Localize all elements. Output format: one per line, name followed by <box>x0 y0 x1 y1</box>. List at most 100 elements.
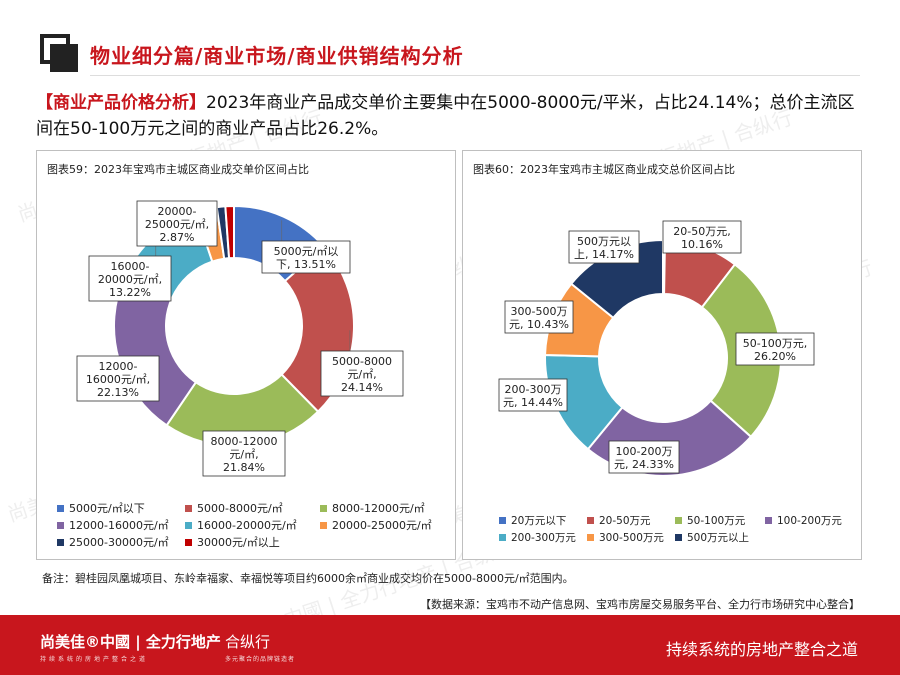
slice-label-text: 2.87% <box>160 231 195 244</box>
slice-label-text: 24.14% <box>341 381 383 394</box>
slice-label: 20000-25000元/㎡,2.87% <box>136 200 218 247</box>
chart-title: 图表60：2023年宝鸡市主城区商业成交总价区间占比 <box>473 163 735 176</box>
legend-label: 500万元以上 <box>687 532 749 544</box>
section-logo-icon <box>40 34 78 72</box>
slice-label-text: 13.22% <box>109 286 151 299</box>
legend-label: 30000元/㎡以上 <box>197 536 280 549</box>
legend-item: 5000-8000元/㎡ <box>185 502 283 515</box>
legend-swatch <box>499 517 506 524</box>
unit-price-donut-chart: 5000元/㎡以下, 13.51%5000-8000元/㎡,24.14%8000… <box>57 200 432 549</box>
legend-swatch <box>765 517 772 524</box>
legend-label: 12000-16000元/㎡ <box>69 519 169 532</box>
slice-label-text: 200-300万 <box>505 383 562 396</box>
footer-brand-sub: 持续系统的房地产整合之道 <box>40 656 149 663</box>
total-price-donut-chart: 20-50万元,10.16%50-100万元,26.20%100-200万元, … <box>498 220 842 544</box>
headline: 【商业产品价格分析】2023年商业产品成交单价主要集中在5000-8000元/平… <box>36 90 866 142</box>
legend-swatch <box>675 534 682 541</box>
slice-label-text: 25000元/㎡, <box>145 218 209 231</box>
slice-label: 5000-8000元/㎡,24.14% <box>320 350 404 397</box>
legend-label: 300-500万元 <box>599 532 664 544</box>
slice-label: 5000元/㎡以下, 13.51% <box>261 240 351 274</box>
legend-item: 12000-16000元/㎡ <box>57 519 169 532</box>
legend-label: 20000-25000元/㎡ <box>332 519 432 532</box>
slice-label: 20-50万元,10.16% <box>662 220 742 254</box>
legend-item: 200-300万元 <box>499 532 576 544</box>
footer-brand-secondary: 合纵行 <box>225 633 271 651</box>
slice-label: 8000-12000元/㎡,21.84% <box>202 430 286 477</box>
slice-label-text: 20-50万元, <box>673 225 730 238</box>
footer-brand: 尚美佳®中國 | 全力行地产 <box>40 633 221 651</box>
slice-label: 500万元以上, 14.17% <box>568 230 640 264</box>
slice-label-text: 50-100万元, <box>743 337 807 350</box>
slice-label: 12000-16000元/㎡,22.13% <box>76 355 160 402</box>
legend-item: 300-500万元 <box>587 532 664 544</box>
headline-tag: 【商业产品价格分析】 <box>36 93 206 113</box>
slice-label-text: 26.20% <box>754 350 796 363</box>
slice-label-text: 5000-8000 <box>332 355 392 368</box>
legend-swatch <box>320 505 327 512</box>
chart-title: 图表59：2023年宝鸡市主城区商业成交单价区间占比 <box>47 163 309 176</box>
legend-label: 25000-30000元/㎡ <box>69 536 169 549</box>
footer-bar: 尚美佳®中國 | 全力行地产 持续系统的房地产整合之道 合纵行 多元聚合的品牌链… <box>0 615 900 675</box>
legend-swatch <box>587 534 594 541</box>
legend-item: 20-50万元 <box>587 515 651 527</box>
slice-label: 300-500万元, 10.43% <box>504 300 574 334</box>
slice-label-text: 12000- <box>99 360 138 373</box>
slice-label: 100-200万元, 24.33% <box>608 440 680 474</box>
slice-label-text: 元, 14.44% <box>503 396 563 409</box>
slice-label: 200-300万元, 14.44% <box>498 378 568 412</box>
slice-label-text: 16000- <box>111 260 150 273</box>
data-source: 【数据来源：宝鸡市不动产信息网、宝鸡市房屋交易服务平台、全力行市场研究中心整合】 <box>420 598 860 611</box>
legend-item: 25000-30000元/㎡ <box>57 536 169 549</box>
slice-label: 50-100万元,26.20% <box>735 332 815 366</box>
legend-swatch <box>185 522 192 529</box>
legend-item: 20万元以下 <box>499 515 566 527</box>
legend-swatch <box>57 539 64 546</box>
chart-panel-total-price: 图表60：2023年宝鸡市主城区商业成交总价区间占比 20-50万元, 10.16… <box>462 150 862 560</box>
footnote: 备注：碧桂园凤凰城项目、东岭幸福家、幸福悦等项目约6000余㎡商业成交均价在50… <box>42 572 574 585</box>
legend-label: 20万元以下 <box>511 515 566 527</box>
legend-item: 8000-12000元/㎡ <box>320 502 425 515</box>
slice-label-text: 22.13% <box>97 386 139 399</box>
legend-label: 8000-12000元/㎡ <box>332 502 425 515</box>
legend-swatch <box>185 539 192 546</box>
chart-panel-unit-price: 图表59：2023年宝鸡市主城区商业成交单价区间占比 5000元/㎡以 下, 13… <box>36 150 456 560</box>
slice-label-text: 下, 13.51% <box>276 258 336 271</box>
slice-label-text: 20000- <box>158 205 197 218</box>
legend-item: 16000-20000元/㎡ <box>185 519 297 532</box>
legend-item: 100-200万元 <box>765 515 842 527</box>
slice-label-text: 10.16% <box>681 238 723 251</box>
legend-item: 500万元以上 <box>675 532 749 544</box>
legend-item: 30000元/㎡以上 <box>185 536 280 549</box>
legend-label: 50-100万元 <box>687 515 746 527</box>
headline-text: 2023年商业产品成交单价主要集中在5000-8000元/平米，占比24.14%… <box>36 93 855 139</box>
legend-swatch <box>499 534 506 541</box>
legend-label: 5000-8000元/㎡ <box>197 502 283 515</box>
legend-swatch <box>675 517 682 524</box>
donut-slice <box>224 204 235 260</box>
title-divider <box>90 75 860 76</box>
legend-swatch <box>185 505 192 512</box>
slice-label-text: 元, 10.43% <box>509 318 569 331</box>
legend-label: 16000-20000元/㎡ <box>197 519 297 532</box>
legend-swatch <box>57 505 64 512</box>
legend-item: 5000元/㎡以下 <box>57 502 145 515</box>
legend-label: 100-200万元 <box>777 515 842 527</box>
slice-label-text: 元/㎡, <box>229 448 258 461</box>
slice-label-text: 16000元/㎡, <box>86 373 150 386</box>
slice-label-text: 5000元/㎡以 <box>274 245 339 258</box>
slice-label-text: 元/㎡, <box>347 368 376 381</box>
legend-label: 20-50万元 <box>599 515 651 527</box>
footer-brand-secondary-sub: 多元聚合的品牌链造者 <box>225 656 296 663</box>
slice-label-text: 元, 24.33% <box>614 458 674 471</box>
legend-label: 200-300万元 <box>511 532 576 544</box>
legend-swatch <box>320 522 327 529</box>
legend-swatch <box>587 517 594 524</box>
page-title: 物业细分篇/商业市场/商业供销结构分析 <box>90 44 464 68</box>
legend-swatch <box>57 522 64 529</box>
slice-label-text: 20000元/㎡, <box>98 273 162 286</box>
slice-label-text: 上, 14.17% <box>574 248 634 261</box>
slice-label-text: 500万元以 <box>577 235 631 248</box>
slice-label-text: 100-200万 <box>616 445 673 458</box>
legend-item: 50-100万元 <box>675 515 746 527</box>
